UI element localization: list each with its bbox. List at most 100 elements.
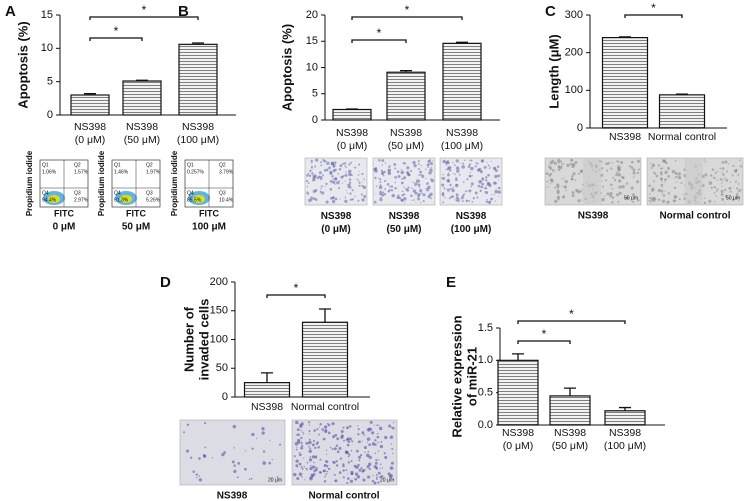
cell-texture: [667, 174, 671, 178]
cell-texture: [556, 195, 561, 199]
cell-texture: [488, 167, 490, 169]
cell-texture: [344, 196, 347, 199]
cell-texture: [713, 192, 716, 194]
cell-texture: [357, 440, 361, 444]
cell-texture: [632, 168, 636, 172]
cell-texture: [331, 199, 336, 204]
cell-texture: [346, 437, 350, 441]
cell-texture: [306, 461, 309, 464]
significance-bracket: [517, 320, 626, 324]
cell-texture: [557, 168, 561, 171]
cell-texture: [445, 160, 449, 165]
cell-texture: [348, 425, 352, 428]
cell-texture: [486, 192, 488, 195]
cell-texture: [468, 199, 471, 202]
cell-texture: [354, 477, 358, 481]
panel-letter: B: [178, 3, 189, 20]
cell-texture: [325, 449, 328, 451]
cell-texture: [321, 191, 325, 195]
cell-texture: [268, 461, 271, 465]
cell-texture: [346, 473, 348, 475]
cell-texture: [609, 194, 612, 198]
y-tick-label: 0.5: [478, 387, 493, 399]
cell-texture: [713, 186, 717, 189]
quadrant-name: Q2: [74, 162, 81, 168]
cell-texture: [190, 456, 193, 459]
cell-texture: [404, 201, 406, 204]
micrograph-label: NS398 (100 μM): [451, 211, 492, 235]
cell-texture: [338, 446, 342, 450]
cell-texture: [379, 467, 381, 470]
cell-texture: [367, 427, 371, 431]
cell-texture: [455, 177, 458, 179]
quadrant-value: 1.06%: [42, 169, 57, 175]
y-tick-label: 0: [577, 122, 583, 134]
cell-texture: [308, 458, 313, 462]
cell-texture: [711, 168, 715, 171]
error-bar: [136, 79, 148, 81]
cell-texture: [374, 443, 377, 446]
cell-texture: [486, 162, 488, 164]
cell-texture: [344, 450, 348, 454]
cell-texture: [716, 188, 719, 191]
cell-texture: [485, 176, 488, 179]
cell-texture: [451, 188, 455, 193]
cell-texture: [662, 159, 666, 163]
cell-texture: [445, 168, 447, 171]
cell-texture: [391, 193, 396, 198]
cell-texture: [261, 431, 265, 435]
cell-texture: [557, 158, 561, 163]
cell-texture: [442, 173, 444, 176]
cell-texture: [320, 164, 323, 167]
cell-texture: [262, 461, 266, 465]
cell-texture: [480, 185, 484, 189]
cell-texture: [407, 171, 409, 174]
cell-texture: [390, 443, 393, 445]
cell-texture: [405, 187, 408, 191]
cell-texture: [441, 177, 444, 179]
cell-texture: [494, 189, 498, 194]
cell-texture: [680, 182, 683, 184]
cell-texture: [397, 174, 401, 179]
x-tick-label: Normal control: [648, 131, 716, 143]
y-axis-label: Length (μM): [546, 34, 561, 108]
cell-texture: [715, 190, 718, 193]
cell-texture: [570, 158, 574, 162]
cell-texture: [392, 478, 395, 481]
cell-texture: [347, 192, 349, 194]
cell-texture: [417, 160, 420, 163]
y-tick-label: 20: [306, 9, 318, 21]
cell-texture: [461, 165, 465, 169]
cell-texture: [478, 180, 482, 184]
cell-texture: [666, 200, 670, 204]
cell-texture: [250, 477, 253, 480]
cell-texture: [357, 179, 360, 182]
cell-texture: [334, 161, 337, 164]
cell-texture: [358, 184, 361, 187]
cell-texture: [324, 185, 326, 188]
cell-texture: [415, 201, 417, 203]
cell-texture: [334, 433, 338, 437]
significance-bracket: [351, 16, 463, 20]
y-tick-label: 150: [210, 305, 228, 317]
cell-texture: [495, 188, 497, 190]
cell-texture: [725, 194, 728, 198]
cell-texture: [325, 182, 328, 186]
cell-texture: [722, 180, 724, 183]
cell-texture: [343, 439, 345, 442]
cell-texture: [330, 161, 335, 166]
cell-texture: [611, 196, 615, 199]
cell-texture: [650, 166, 653, 169]
cell-texture: [329, 187, 333, 191]
flow-x-label: FITC: [54, 208, 74, 218]
quadrant-name: Q1: [114, 162, 121, 168]
cell-texture: [379, 475, 382, 478]
cell-texture: [449, 166, 452, 169]
error-bar: [192, 42, 204, 45]
cell-texture: [414, 185, 416, 187]
cell-texture: [381, 467, 384, 469]
cell-texture: [651, 189, 654, 192]
cell-texture: [305, 179, 309, 183]
cell-texture: [620, 161, 624, 164]
cell-texture: [310, 165, 314, 169]
